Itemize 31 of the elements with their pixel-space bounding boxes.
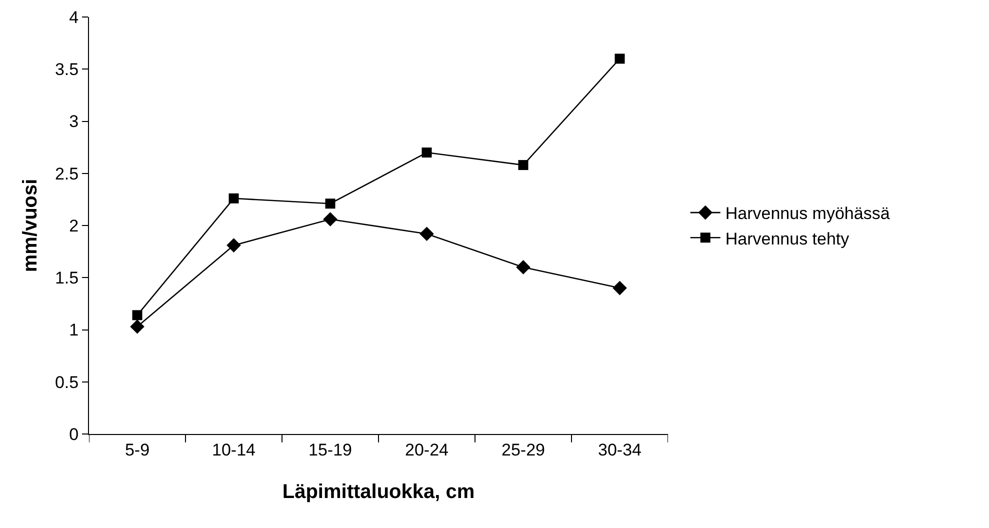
y-tick-label: 2 bbox=[69, 216, 79, 236]
y-tick-label: 3 bbox=[69, 112, 79, 132]
point bbox=[226, 238, 241, 252]
point bbox=[614, 54, 625, 64]
x-tick-label: 20-24 bbox=[405, 440, 448, 460]
point bbox=[518, 160, 528, 170]
point bbox=[516, 260, 530, 274]
point bbox=[228, 193, 239, 204]
x-tick-label: 30-34 bbox=[598, 440, 642, 460]
point bbox=[130, 319, 144, 334]
x-tick-label: 5-9 bbox=[124, 440, 150, 460]
point bbox=[420, 226, 434, 241]
x-tick-label: 15-19 bbox=[308, 440, 352, 460]
legend-label: Harvennus myöhässä bbox=[725, 204, 890, 224]
point bbox=[132, 310, 142, 320]
point bbox=[325, 198, 336, 209]
x-axis-title: Läpimittaluokka, cm bbox=[282, 480, 475, 503]
y-axis-title: mm/vuosi bbox=[19, 178, 42, 272]
x-tick-label: 10-14 bbox=[212, 440, 256, 460]
point bbox=[612, 280, 627, 296]
y-tick-label: 3.5 bbox=[54, 60, 79, 80]
y-tick-label: 2.5 bbox=[54, 164, 79, 184]
y-tick-label: 1.5 bbox=[54, 268, 79, 288]
y-tick-label: 1 bbox=[69, 320, 79, 340]
point bbox=[323, 212, 338, 226]
legend-label: Harvennus tehty bbox=[725, 229, 850, 248]
x-tick-label: 25-29 bbox=[502, 440, 545, 460]
y-tick-label: 0 bbox=[69, 424, 79, 444]
y-tick-label: 4 bbox=[69, 8, 79, 27]
point bbox=[422, 148, 432, 158]
y-tick-label: 0.5 bbox=[54, 372, 79, 392]
